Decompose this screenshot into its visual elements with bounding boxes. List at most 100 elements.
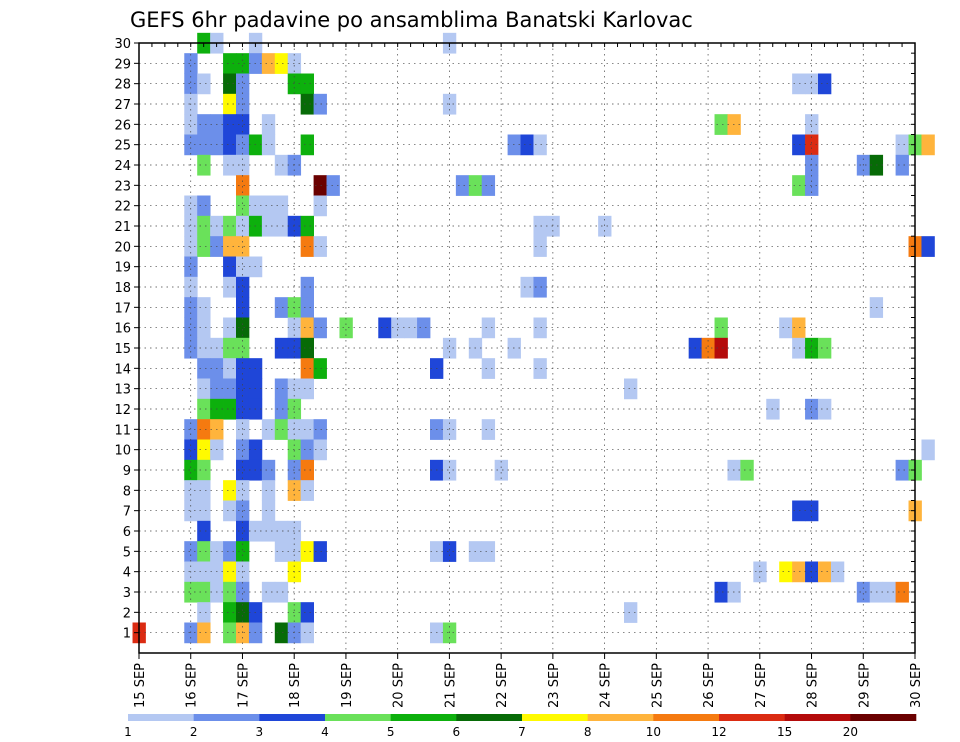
- heatmap-cell: [779, 561, 793, 583]
- y-tick-label: 27: [114, 98, 131, 113]
- heatmap-cell: [197, 622, 211, 644]
- heatmap-cell: [895, 581, 909, 603]
- x-tick-label: 21 SEP: [443, 663, 458, 708]
- heatmap-cell: [818, 561, 832, 583]
- heatmap-cell: [818, 73, 832, 95]
- heatmap-cell: [481, 541, 496, 562]
- heatmap-cell: [701, 337, 715, 359]
- heatmap-cell: [223, 256, 237, 278]
- heatmap-cell: [236, 581, 250, 603]
- heatmap-cell: [481, 419, 496, 440]
- heatmap-cell: [261, 581, 276, 603]
- heatmap-cell: [236, 419, 250, 440]
- heatmap-cell: [779, 317, 793, 339]
- heatmap-cell: [740, 459, 754, 481]
- heatmap-cell: [300, 317, 314, 339]
- legend-label: 4: [321, 725, 329, 739]
- heatmap-cell: [184, 541, 198, 562]
- legend-swatch: [522, 714, 588, 721]
- heatmap-cell: [236, 53, 250, 74]
- heatmap-cell: [236, 398, 250, 420]
- y-tick-label: 8: [123, 484, 131, 499]
- x-tick-label: 24 SEP: [599, 663, 614, 708]
- heatmap-cell: [184, 419, 198, 440]
- heatmap-cell: [184, 134, 198, 156]
- y-tick-label: 22: [114, 200, 131, 215]
- heatmap-cell: [261, 215, 276, 237]
- heatmap-cell: [184, 581, 198, 603]
- heatmap-cell: [300, 541, 314, 562]
- x-tick-label: 22 SEP: [495, 663, 510, 708]
- heatmap-cell: [197, 297, 211, 318]
- y-tick-label: 1: [123, 627, 131, 642]
- heatmap-cell: [197, 154, 211, 176]
- heatmap-cell: [805, 114, 819, 135]
- legend-swatch: [719, 714, 785, 721]
- heatmap-cell: [197, 520, 211, 542]
- heatmap-cell: [921, 134, 935, 156]
- heatmap-cell: [261, 419, 276, 440]
- heatmap-cell: [274, 581, 289, 603]
- heatmap-cell: [197, 480, 211, 501]
- heatmap-cell: [223, 581, 237, 603]
- heatmap-cell: [442, 541, 457, 562]
- heatmap-cell: [223, 602, 237, 623]
- y-tick-label: 26: [114, 118, 131, 133]
- heatmap-cell: [197, 561, 211, 583]
- legend-swatch: [587, 714, 654, 721]
- heatmap-cell: [184, 276, 198, 298]
- y-tick-label: 5: [123, 545, 131, 560]
- heatmap-cell: [274, 297, 289, 318]
- heatmap-cell: [223, 114, 237, 135]
- y-tick-label: 16: [114, 322, 131, 337]
- heatmap-cell: [300, 337, 314, 359]
- heatmap-cell: [197, 195, 211, 217]
- heatmap-cell: [236, 195, 250, 217]
- heatmap-cell: [714, 337, 728, 359]
- heatmap-cell: [805, 398, 819, 420]
- heatmap-cell: [197, 358, 211, 379]
- heatmap-cell: [714, 317, 728, 339]
- heatmap-cell: [236, 480, 250, 501]
- legend-label: 1: [124, 725, 132, 739]
- x-tick-label: 26 SEP: [702, 663, 717, 708]
- y-tick-label: 25: [114, 139, 131, 154]
- y-tick-label: 18: [114, 281, 131, 296]
- heatmap-cell: [274, 541, 289, 562]
- heatmap-cell: [714, 581, 728, 603]
- heatmap-cell: [805, 73, 819, 95]
- heatmap-cell: [236, 378, 250, 400]
- heatmap-cell: [624, 602, 638, 623]
- heatmap-cell: [326, 175, 340, 196]
- heatmap-cell: [714, 114, 728, 135]
- heatmap-cell: [184, 195, 198, 217]
- heatmap-cell: [442, 337, 457, 359]
- legend-label: 12: [711, 725, 726, 739]
- heatmap-cell: [236, 256, 250, 278]
- heatmap-cell: [197, 459, 211, 481]
- heatmap-cell: [184, 337, 198, 359]
- y-tick-label: 14: [114, 362, 131, 377]
- heatmap-cell: [805, 337, 819, 359]
- x-tick-label: 18 SEP: [288, 663, 303, 708]
- legend-label: 3: [256, 725, 264, 739]
- heatmap-cell: [236, 215, 250, 237]
- heatmap-cell: [624, 378, 638, 400]
- heatmap-cell: [598, 215, 612, 237]
- heatmap-cell: [805, 134, 819, 156]
- heatmap-cell: [520, 134, 534, 156]
- heatmap-cell: [313, 236, 327, 257]
- heatmap-cell: [300, 276, 314, 298]
- heatmap-cell: [261, 195, 276, 217]
- x-tick-label: 19 SEP: [340, 663, 355, 708]
- heatmap-cell: [197, 337, 211, 359]
- heatmap-cell: [481, 358, 496, 379]
- heatmap-cell: [300, 602, 314, 623]
- heatmap-cell: [533, 215, 547, 237]
- x-tick-label: 25 SEP: [650, 663, 665, 708]
- heatmap-cell: [313, 541, 327, 562]
- heatmap-cell: [223, 276, 237, 298]
- y-tick-label: 24: [114, 159, 131, 174]
- heatmap-cell: [533, 276, 547, 298]
